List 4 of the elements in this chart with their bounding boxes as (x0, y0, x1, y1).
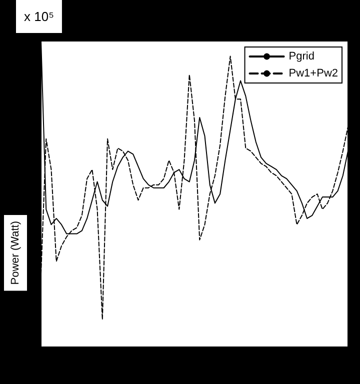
legend-label: Pw1+Pw2 (288, 68, 338, 80)
y-axis-title: Power (Watt) (10, 221, 22, 285)
legend-label: Pgrid (288, 50, 314, 62)
text: x 10⁵ (24, 9, 54, 24)
